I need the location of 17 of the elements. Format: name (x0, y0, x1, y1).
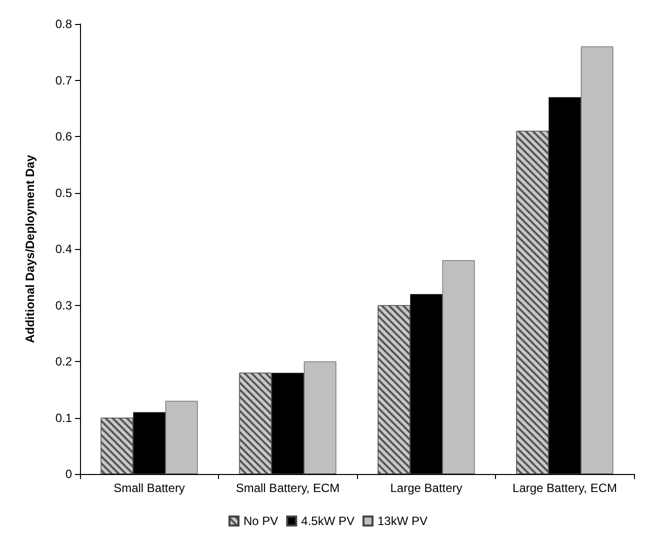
y-tick-label: 0 (65, 467, 72, 481)
y-tick-label: 0.6 (55, 130, 72, 144)
y-tick-label: 0.7 (55, 73, 72, 88)
x-tick-label: Small Battery, ECM (236, 481, 340, 495)
x-tick-label: Small Battery (114, 481, 185, 495)
y-tick-label: 0.4 (55, 242, 72, 256)
y-tick-label: 0.8 (55, 17, 72, 31)
legend-label: 4.5kW PV (301, 514, 355, 528)
y-tick-label: 0.3 (55, 298, 72, 312)
legend-label: No PV (243, 514, 278, 528)
x-tick-label: Large Battery (390, 481, 462, 495)
x-tick-label: Large Battery, ECM (512, 481, 617, 495)
y-tick-label: 0.1 (55, 410, 72, 425)
y-tick-label: 0.2 (55, 354, 72, 368)
legend-label: 13kW PV (378, 514, 428, 528)
y-tick-label: 0.5 (55, 186, 72, 200)
y-axis-title: Additional Days/Deployment Day (23, 154, 37, 344)
